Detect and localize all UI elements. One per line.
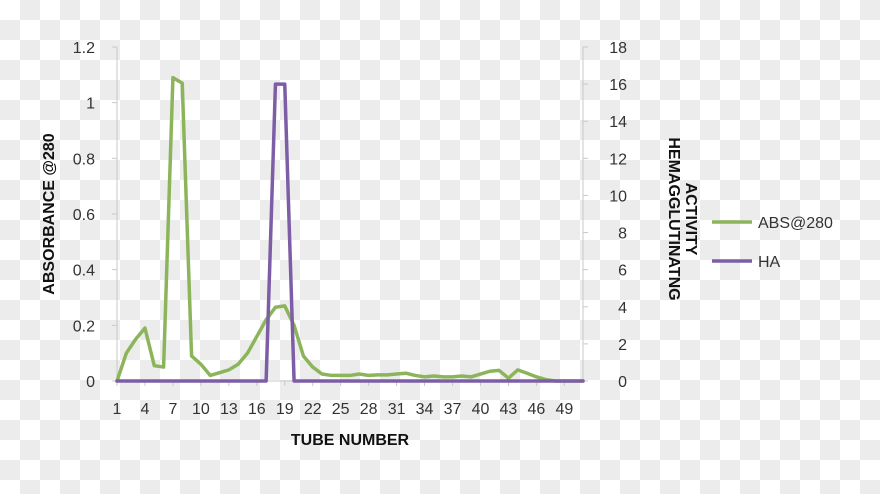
right-y-axis-title-line-1: HEMAGGLUTINATNG	[665, 137, 682, 300]
right-y-tick-label: 12	[609, 151, 627, 168]
series-layer	[115, 75, 585, 383]
x-tick-label: 37	[444, 401, 462, 418]
right-y-tick-label: 0	[618, 374, 627, 391]
x-tick-label: 22	[304, 401, 322, 418]
left-y-tick-labels: 0 0.2 0.4 0.6 0.8 1 1.2	[73, 40, 95, 391]
left-y-tick-label: 0.8	[73, 151, 95, 168]
x-tick-label: 34	[416, 401, 434, 418]
right-y-tick-label: 4	[618, 300, 627, 317]
legend-label-abs280: ABS@280	[758, 215, 833, 232]
right-y-tick-label: 8	[618, 226, 627, 243]
x-tick-labels: 1 4 7 10 13 16 19 22 25 28 31 34 37 40 43 46 49	[113, 401, 574, 418]
x-tick-label: 49	[555, 401, 573, 418]
series-line-ha	[115, 82, 585, 383]
left-y-tick-label: 1	[86, 96, 95, 113]
right-y-tick-label: 14	[609, 114, 627, 131]
right-y-tick-label: 10	[609, 188, 627, 205]
legend: ABS@280 HA	[712, 215, 833, 271]
x-tick-label: 46	[528, 401, 546, 418]
x-tick-label: 1	[113, 401, 122, 418]
x-tick-label: 4	[141, 401, 150, 418]
legend-label-ha: HA	[758, 254, 781, 271]
x-tick-label: 25	[332, 401, 350, 418]
series-line-abs-280	[115, 75, 585, 383]
x-tick-label: 19	[276, 401, 294, 418]
x-tick-label: 40	[472, 401, 490, 418]
right-y-tick-label: 6	[618, 263, 627, 280]
left-y-tick-label: 1.2	[73, 40, 95, 57]
right-y-tick-label: 18	[609, 40, 627, 57]
left-y-tick-label: 0.2	[73, 318, 95, 335]
right-y-tick-label: 2	[618, 337, 627, 354]
right-y-tick-label: 16	[609, 77, 627, 94]
x-tick-label: 31	[388, 401, 406, 418]
right-y-axis-title-line-2: ACTIVITY	[682, 183, 699, 256]
left-y-tick-label: 0	[86, 374, 95, 391]
x-tick-label: 43	[500, 401, 518, 418]
x-tick-label: 10	[192, 401, 210, 418]
x-axis-title: TUBE NUMBER	[291, 432, 410, 449]
left-y-tick-label: 0.6	[73, 207, 95, 224]
left-y-tick-label: 0.4	[73, 263, 95, 280]
x-tick-label: 28	[360, 401, 378, 418]
x-tick-label: 16	[248, 401, 266, 418]
x-tick-label: 7	[168, 401, 177, 418]
left-y-axis-title: ABSORBANCE @280	[41, 133, 58, 295]
right-y-tick-labels: 0 2 4 6 8 10 12 14 16 18	[609, 40, 627, 391]
x-tick-label: 13	[220, 401, 238, 418]
